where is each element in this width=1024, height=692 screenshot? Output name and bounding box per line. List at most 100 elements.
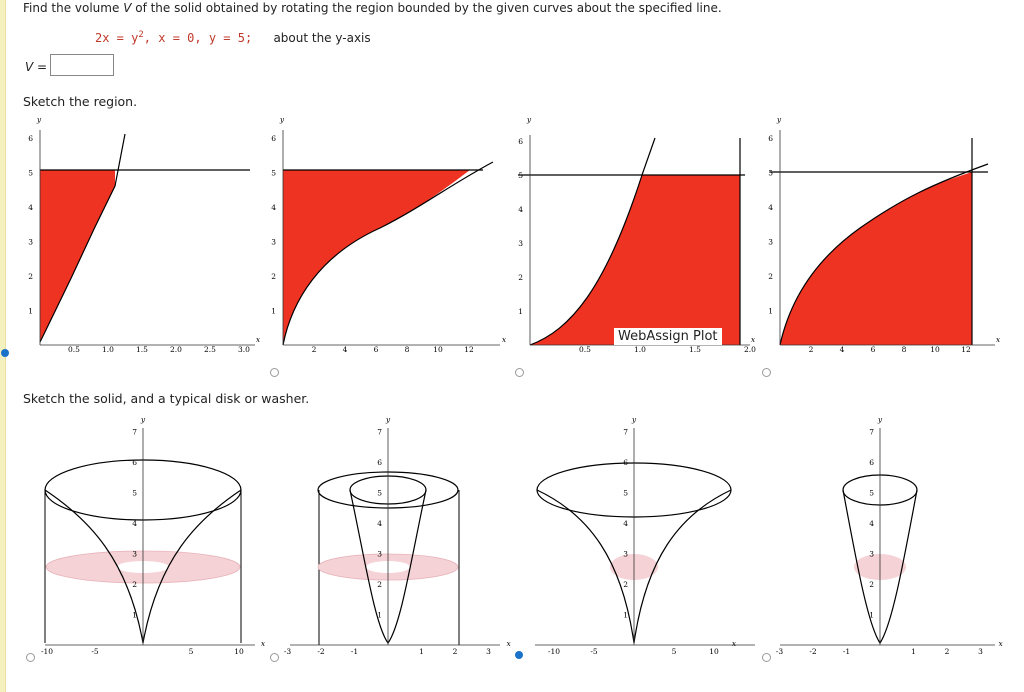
x-tick-label: -5 xyxy=(91,647,99,656)
solid-plot-4-radio[interactable] xyxy=(762,653,771,662)
y-tick-label: 2 xyxy=(869,580,874,589)
x-tick-label: 2.5 xyxy=(204,345,216,354)
x-tick-label: 0.5 xyxy=(68,345,80,354)
x-tick-label: -1 xyxy=(351,647,358,656)
region-plot-3[interactable] xyxy=(518,135,750,346)
y-tick-label: 7 xyxy=(869,428,874,437)
x-tick-label: 6 xyxy=(871,345,876,354)
y-tick-label: 3 xyxy=(271,238,276,247)
y-tick-label: 1 xyxy=(271,307,276,316)
y-tick-label: 3 xyxy=(28,238,33,247)
x-tick-label: -3 xyxy=(284,647,292,656)
region-fill xyxy=(40,170,115,342)
given-curves: 2x = y2, x = 0, y = 5; about the y-axis xyxy=(95,30,371,45)
y-tick-label: 6 xyxy=(377,458,382,467)
x-axis-label: x xyxy=(751,335,756,344)
x-tick-label: 3 xyxy=(486,647,491,656)
y-tick-label: 6 xyxy=(28,134,33,143)
y-axis-label: y xyxy=(526,115,532,124)
y-tick-label: 5 xyxy=(28,169,33,178)
x-tick-label: -2 xyxy=(317,647,325,656)
x-axis-label: x xyxy=(502,335,507,344)
region-fill xyxy=(283,170,470,345)
axis-of-rotation: about the y-axis xyxy=(273,31,371,45)
y-tick-label: 2 xyxy=(271,272,276,281)
x-tick-label: 2.0 xyxy=(170,345,182,354)
left-margin-bar xyxy=(0,0,6,692)
region-plot-4-radio[interactable] xyxy=(762,368,771,377)
y-tick-label: 1 xyxy=(623,611,628,620)
y-tick-label: 5 xyxy=(271,169,276,178)
x-tick-label: 5 xyxy=(672,647,677,656)
region-plot-3-radio[interactable] xyxy=(515,368,524,377)
solid-plot-2[interactable] xyxy=(290,428,500,646)
y-tick-label: 1 xyxy=(869,611,874,620)
solid-plot-3[interactable] xyxy=(535,428,755,646)
x-line-equation: x = 0, xyxy=(158,31,202,45)
y-axis-label: y xyxy=(631,415,637,424)
y-tick-label: 5 xyxy=(377,489,382,498)
y-tick-label: 6 xyxy=(271,134,276,143)
y-axis-label: y xyxy=(385,415,391,424)
y-tick-label: 6 xyxy=(869,458,874,467)
curve-equation: 2x = y2, xyxy=(95,30,152,45)
y-tick-label: 4 xyxy=(132,519,137,528)
solid-plot-1[interactable] xyxy=(44,428,255,646)
x-axis-label: x xyxy=(506,639,511,648)
x-tick-label: -10 xyxy=(548,647,560,656)
x-tick-label: 2 xyxy=(809,345,814,354)
x-tick-label: 10 xyxy=(433,345,443,354)
x-tick-label: 10 xyxy=(234,647,244,656)
y-tick-label: 4 xyxy=(869,519,874,528)
y-tick-label: 3 xyxy=(377,550,382,559)
solid-plot-2-radio[interactable] xyxy=(270,653,279,662)
sqrt-curve xyxy=(282,161,494,346)
x-tick-label: -2 xyxy=(809,647,817,656)
y-tick-label: 6 xyxy=(518,137,523,146)
x-tick-label: 10 xyxy=(709,647,719,656)
x-tick-label: 2 xyxy=(312,345,317,354)
region-plot-2[interactable] xyxy=(282,130,500,346)
y-tick-label: 4 xyxy=(28,203,33,212)
y-tick-label: 1 xyxy=(28,307,33,316)
x-axis-label: x xyxy=(998,639,1003,648)
solid-plot-4[interactable] xyxy=(780,428,995,646)
y-tick-label: 4 xyxy=(518,205,523,214)
y-tick-label: 2 xyxy=(518,273,523,282)
y-tick-label: 3 xyxy=(518,239,523,248)
y-tick-label: 3 xyxy=(768,238,773,247)
x-tick-label: 1.5 xyxy=(136,345,148,354)
x-axis-label: x xyxy=(261,639,266,648)
y-axis-label: y xyxy=(140,415,146,424)
volume-answer-input[interactable] xyxy=(50,54,114,76)
x-tick-label: 6 xyxy=(374,345,379,354)
x-tick-label: 10 xyxy=(930,345,940,354)
x-tick-label: 12 xyxy=(464,345,474,354)
x-tick-label: 0.5 xyxy=(579,345,591,354)
sketch-solid-heading: Sketch the solid, and a typical disk or … xyxy=(23,391,310,406)
x-tick-label: 12 xyxy=(961,345,971,354)
region-plot-1[interactable] xyxy=(39,130,255,346)
parabola-curve xyxy=(529,137,656,346)
region-plot-4[interactable] xyxy=(770,130,995,346)
y-axis-label: y xyxy=(36,115,42,124)
y-tick-label: 2 xyxy=(28,272,33,281)
y-tick-label: 2 xyxy=(132,580,137,589)
y-tick-label: 5 xyxy=(869,489,874,498)
y-tick-label: 3 xyxy=(623,550,628,559)
x-tick-label: 1 xyxy=(911,647,916,656)
x-axis-label: x xyxy=(256,335,261,344)
x-axis-label: x xyxy=(996,335,1001,344)
y-tick-label: 4 xyxy=(623,519,628,528)
y-tick-label: 1 xyxy=(518,307,523,316)
sketch-region-heading: Sketch the region. xyxy=(23,94,138,109)
solid-plot-3-radio[interactable] xyxy=(515,651,523,659)
solid-plot-1-radio[interactable] xyxy=(26,653,35,662)
region-fill xyxy=(780,172,972,345)
y-tick-label: 4 xyxy=(768,203,773,212)
region-plot-2-radio[interactable] xyxy=(270,368,279,377)
x-tick-label: 2 xyxy=(453,647,458,656)
volume-label: V = xyxy=(25,60,48,74)
region-plot-1-radio[interactable] xyxy=(1,349,9,357)
